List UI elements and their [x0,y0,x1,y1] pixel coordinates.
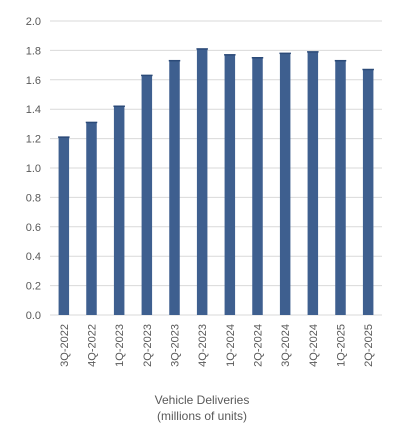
bar-3Q-2024 [279,53,291,316]
bar-4Q-2022 [86,122,97,316]
x-tick-label: 3Q-2024 [280,324,292,367]
x-tick-label: 2Q-2025 [363,324,375,367]
x-tick-label: 2Q-2024 [253,324,265,367]
y-tick-label: 1.2 [26,134,41,146]
bar-4Q-2023 [196,48,208,316]
x-tick-label: 3Q-2023 [170,324,182,367]
x-axis-tick-labels: 3Q-2022 4Q-2022 1Q-2023 2Q-2023 3Q-2023 4Q-20… [59,324,375,367]
bar-1Q-2023 [113,106,125,315]
y-tick-label: 0.8 [26,192,41,204]
bar-4Q-2024 [307,51,319,316]
y-tick-label: 0.0 [26,310,41,322]
y-tick-label: 1.8 [26,45,41,57]
x-tick-label: 4Q-2023 [197,324,209,367]
x-axis-title-units: (millions of units) [157,409,247,423]
bar-2Q-2024 [252,57,263,315]
gridlines [50,20,382,316]
bar-3Q-2023 [169,60,180,315]
y-tick-label: 0.6 [26,222,41,234]
y-tick-label: 1.0 [26,163,41,175]
x-tick-label: 2Q-2023 [142,324,154,367]
x-tick-label: 1Q-2023 [114,324,126,367]
x-tick-label: 4Q-2024 [308,324,320,367]
bar-3Q-2022 [58,137,70,315]
bars [58,48,374,316]
y-tick-label: 1.6 [26,75,41,87]
bar-1Q-2025 [335,60,346,315]
y-tick-label: 0.2 [26,281,41,293]
x-tick-label: 4Q-2022 [87,324,99,367]
bar-2Q-2025 [362,69,374,315]
bar-2Q-2023 [141,75,153,315]
x-tick-label: 3Q-2022 [59,324,71,367]
x-tick-label: 1Q-2025 [336,324,348,367]
y-axis-tick-labels: 0.0 0.2 0.4 0.6 0.8 1.0 1.2 1.4 1.6 1.8 2.0 [26,16,41,322]
y-tick-label: 1.4 [26,104,41,116]
bar-1Q-2024 [224,54,236,316]
x-axis-title: Vehicle Deliveries [155,393,250,407]
y-tick-label: 2.0 [26,16,41,28]
x-tick-label: 1Q-2024 [225,324,237,367]
y-tick-label: 0.4 [26,251,41,263]
